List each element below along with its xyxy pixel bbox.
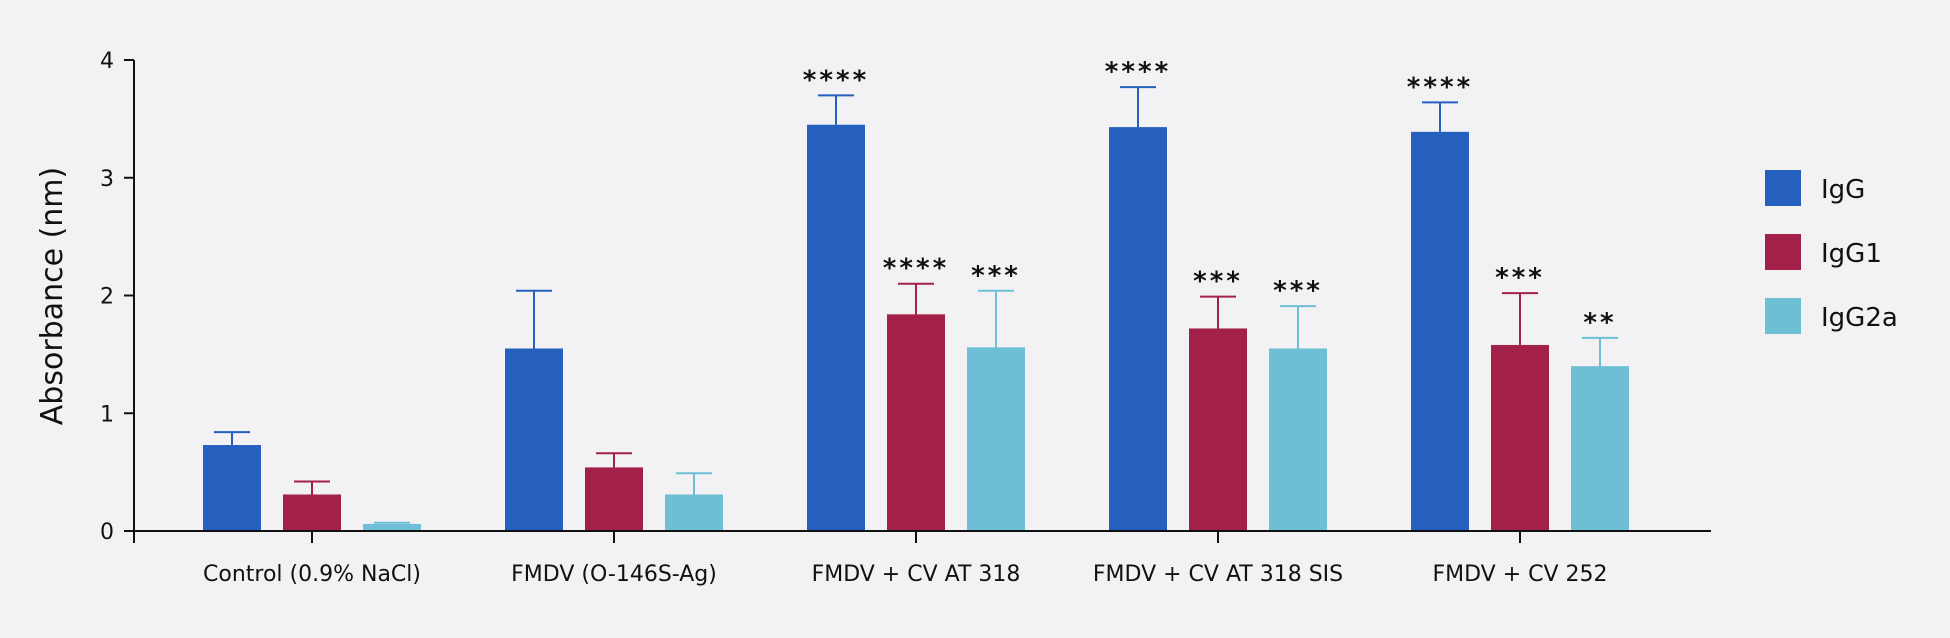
legend-label-igg2a: IgG2a — [1821, 303, 1898, 333]
y-tick-label: 4 — [100, 49, 114, 74]
legend-swatch-igg1 — [1765, 234, 1801, 270]
legend-label-igg1: IgG1 — [1821, 239, 1882, 269]
bar-igg1-4 — [1491, 344, 1549, 531]
x-tick-label: Control (0.9% NaCl) — [203, 562, 421, 587]
bar-igg2a-2 — [967, 347, 1025, 531]
significance-marker: *** — [1495, 263, 1545, 293]
y-tick-label: 1 — [100, 402, 114, 427]
y-tick-label: 2 — [100, 285, 114, 310]
bar-igg1-1 — [585, 467, 643, 531]
y-tick-label: 0 — [100, 520, 114, 545]
significance-marker: **** — [803, 65, 869, 95]
bar-igg1-3 — [1189, 328, 1247, 531]
significance-marker: **** — [1407, 72, 1473, 102]
bar-igg2a-0 — [363, 523, 421, 531]
bar-igg2a-4 — [1571, 366, 1629, 531]
bar-igg-4 — [1411, 131, 1469, 531]
plot-area: **** ************ *** *********** — [203, 57, 1629, 532]
significance-marker: *** — [1193, 267, 1243, 297]
bar-igg-2 — [807, 124, 865, 531]
legend-label-igg: IgG — [1821, 175, 1865, 205]
bar-igg2a-1 — [665, 494, 723, 531]
bar-igg-1 — [505, 348, 563, 531]
bar-igg1-0 — [283, 494, 341, 531]
bar-igg-0 — [203, 445, 261, 531]
significance-marker: ** — [1583, 308, 1616, 338]
x-tick-label: FMDV + CV AT 318 — [812, 562, 1021, 587]
bar-igg1-2 — [887, 314, 945, 531]
legend-swatch-igg2a — [1765, 298, 1801, 334]
significance-marker: *** — [971, 261, 1021, 291]
x-tick-label: FMDV + CV AT 318 SIS — [1093, 562, 1343, 587]
significance-marker: **** — [883, 254, 949, 284]
y-axis-label: Absorbance (nm) — [35, 167, 70, 425]
axes: 0 1 2 3 4 Control (0.9% NaCl) FMDV (O-146S-Ag)… — [100, 49, 1711, 587]
x-tick-label: FMDV + CV 252 — [1432, 562, 1607, 587]
significance-marker: *** — [1273, 276, 1323, 306]
x-tick-label: FMDV (O-146S-Ag) — [511, 562, 717, 587]
significance-marker: **** — [1105, 57, 1171, 87]
legend: IgG IgG1 IgG2a — [1765, 170, 1898, 334]
bar-igg2a-3 — [1269, 348, 1327, 531]
bar-igg-3 — [1109, 127, 1167, 532]
y-tick-label: 3 — [100, 167, 114, 192]
legend-swatch-igg — [1765, 170, 1801, 206]
